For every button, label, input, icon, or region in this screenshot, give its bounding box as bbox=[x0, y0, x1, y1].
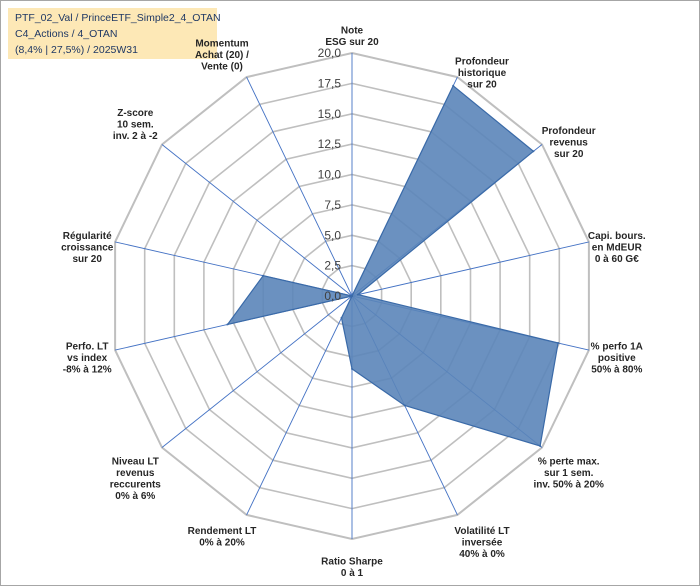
tick-label-5: 12,5 bbox=[318, 137, 342, 151]
axis-label-line: inv. 50% à 20% bbox=[533, 480, 604, 491]
axis-label-line: Achat (20) / bbox=[195, 50, 249, 61]
title-line-3: (8,4% | 27,5%) / 2025W31 bbox=[15, 44, 138, 56]
tick-labels: 0,0 2,5 5,0 7,5 10,0 12,5 15,0 17,5 20,0 bbox=[318, 46, 342, 303]
axis-label-line: inv. 2 à -2 bbox=[113, 131, 158, 142]
axis-label-line: revenus bbox=[550, 137, 589, 148]
tick-label-7: 17,5 bbox=[318, 76, 342, 90]
tick-label-2: 5,0 bbox=[324, 228, 341, 242]
axis-label-line: Momentum bbox=[195, 39, 248, 50]
axis-label-line: -8% à 12% bbox=[63, 365, 112, 376]
axis-spoke-14 bbox=[246, 76, 353, 297]
title-line-1: PTF_02_Val / PrinceETF_Simple2_4_OTAN bbox=[15, 12, 221, 24]
axis-label-line: sur 20 bbox=[72, 254, 102, 265]
axis-label-line: 0 à 1 bbox=[341, 568, 364, 579]
axis-label-line: 0 à 60 G€ bbox=[595, 254, 639, 265]
tick-label-1: 2,5 bbox=[324, 259, 341, 273]
axis-label-line: % perfo 1A bbox=[591, 342, 643, 353]
data-point-11 bbox=[226, 323, 229, 326]
axis-label-line: reccurents bbox=[110, 480, 162, 491]
axis-label-line: Profondeur bbox=[455, 57, 509, 68]
data-point-7 bbox=[403, 404, 406, 407]
data-point-2 bbox=[452, 84, 455, 87]
axis-label-line: historique bbox=[458, 68, 507, 79]
axis-label-9: Rendement LT 0% à 20% bbox=[188, 526, 257, 549]
data-point-12 bbox=[262, 274, 265, 277]
axis-spoke-4 bbox=[351, 241, 590, 297]
axis-label-11: Perfo. LT vs index -8% à 12% bbox=[63, 342, 112, 376]
axis-label-4: Capi. bours. en MdEUR 0 à 60 G€ bbox=[588, 231, 646, 265]
title-line-2: C4_Actions / 4_OTAN bbox=[15, 28, 118, 40]
axis-label-13: Z-score 10 sem. inv. 2 à -2 bbox=[113, 108, 158, 142]
axis-label-5: % perfo 1A positive 50% à 80% bbox=[591, 342, 643, 376]
axis-label-line: Vente (0) bbox=[201, 62, 243, 73]
axis-spoke-9 bbox=[246, 295, 353, 516]
data-point-14 bbox=[351, 295, 353, 297]
axis-label-14: Momentum Achat (20) / Vente (0) bbox=[195, 39, 249, 73]
axis-label-3: Profondeur revenus sur 20 bbox=[542, 126, 596, 160]
axis-label-6: % perte max. sur 1 sem. inv. 50% à 20% bbox=[533, 457, 604, 491]
axis-label-line: vs index bbox=[67, 353, 107, 364]
axis-label-line: 0% à 20% bbox=[199, 537, 245, 548]
axis-label-2: Profondeur historique sur 20 bbox=[455, 57, 509, 91]
axis-label-line: sur 20 bbox=[554, 149, 584, 160]
axis-label-line: Note bbox=[341, 26, 364, 37]
axis-label-line: revenus bbox=[116, 468, 155, 479]
axis-label-12: Régularité croissance sur 20 bbox=[61, 231, 114, 265]
axis-label-line: Capi. bours. bbox=[588, 231, 646, 242]
tick-label-0: 0,0 bbox=[324, 289, 341, 303]
data-point-9 bbox=[340, 316, 343, 319]
tick-label-3: 7,5 bbox=[324, 198, 341, 212]
axis-label-line: 50% à 80% bbox=[591, 365, 642, 376]
axis-label-line: Z-score bbox=[117, 108, 154, 119]
axis-label-line: 40% à 0% bbox=[459, 549, 505, 560]
axis-label-line: sur 1 sem. bbox=[544, 468, 594, 479]
data-point-8 bbox=[351, 367, 353, 370]
axis-label-line: Perfo. LT bbox=[66, 342, 109, 353]
axis-label-line: Niveau LT bbox=[112, 457, 159, 468]
axis-label-1: Note ESG sur 20 bbox=[325, 26, 379, 49]
chart-title-box: PTF_02_Val / PrinceETF_Simple2_4_OTAN C4… bbox=[8, 8, 221, 59]
axis-label-line: % perte max. bbox=[538, 457, 600, 468]
data-point-3 bbox=[532, 150, 535, 153]
axis-label-10: Niveau LT revenus reccurents 0% à 6% bbox=[110, 457, 162, 503]
axis-label-7: Volatilité LT inversée 40% à 0% bbox=[454, 526, 509, 560]
axis-label-line: 10 sem. bbox=[117, 119, 154, 130]
tick-label-8: 20,0 bbox=[318, 46, 342, 60]
axis-label-line: ESG sur 20 bbox=[325, 37, 379, 48]
axis-label-line: Profondeur bbox=[542, 126, 596, 137]
data-point-4 bbox=[356, 293, 359, 296]
axis-label-line: Régularité bbox=[63, 231, 112, 242]
axis-spoke-10 bbox=[161, 295, 353, 448]
axis-label-line: positive bbox=[598, 353, 636, 364]
data-point-6 bbox=[539, 445, 542, 447]
tick-label-6: 15,0 bbox=[318, 107, 342, 121]
axis-label-8: Ratio Sharpe 0 à 1 bbox=[321, 557, 383, 580]
axis-label-line: 0% à 6% bbox=[115, 491, 155, 502]
axis-label-line: inversée bbox=[462, 537, 503, 548]
axis-label-line: sur 20 bbox=[467, 80, 497, 91]
axis-label-line: croissance bbox=[61, 242, 114, 253]
axis-spoke-13 bbox=[161, 144, 353, 297]
series-area bbox=[226, 84, 560, 447]
tick-label-4: 10,0 bbox=[318, 168, 342, 182]
axis-label-line: en MdEUR bbox=[592, 242, 643, 253]
data-point-5 bbox=[557, 342, 560, 344]
axis-label-line: Volatilité LT bbox=[454, 526, 509, 537]
axis-label-line: Rendement LT bbox=[188, 526, 257, 537]
axis-label-line: Ratio Sharpe bbox=[321, 557, 383, 568]
